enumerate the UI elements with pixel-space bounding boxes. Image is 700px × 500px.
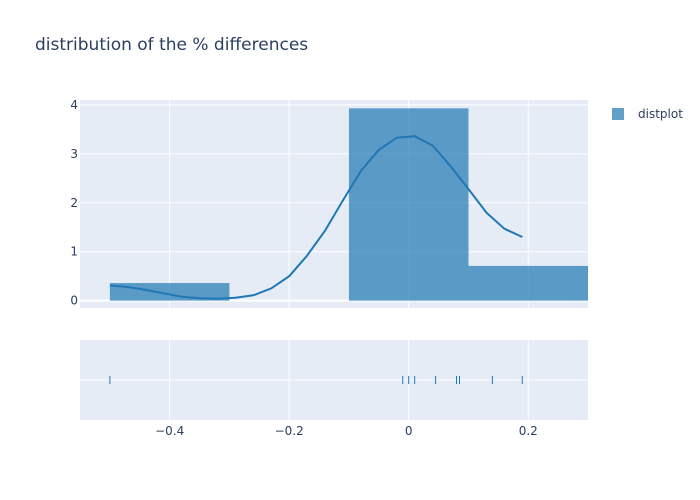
y-tick-label: 3 [70,147,78,161]
x-tick-label: −0.4 [155,424,184,438]
x-tick-label: −0.2 [275,424,304,438]
histogram-bar[interactable] [109,283,230,301]
legend-swatch [612,108,624,120]
x-tick-label: 0.2 [519,424,538,438]
y-axis-ticks: 0 1 2 3 4 [70,98,78,308]
y-tick-label: 0 [70,294,78,308]
y-tick-label: 1 [70,245,78,259]
chart-title: distribution of the % differences [35,35,308,55]
histogram-bar[interactable] [348,108,469,301]
histogram-bar[interactable] [468,265,588,301]
x-axis-ticks: −0.4 −0.2 0 0.2 [155,424,538,438]
legend-label: distplot [638,107,683,121]
rug-marks [109,376,523,384]
kde-line [109,135,523,300]
x-tick-label: 0 [405,424,413,438]
y-tick-label: 2 [70,196,78,210]
histogram-bars [109,108,588,301]
y-tick-label: 4 [70,98,78,112]
legend[interactable]: distplot [612,107,683,121]
